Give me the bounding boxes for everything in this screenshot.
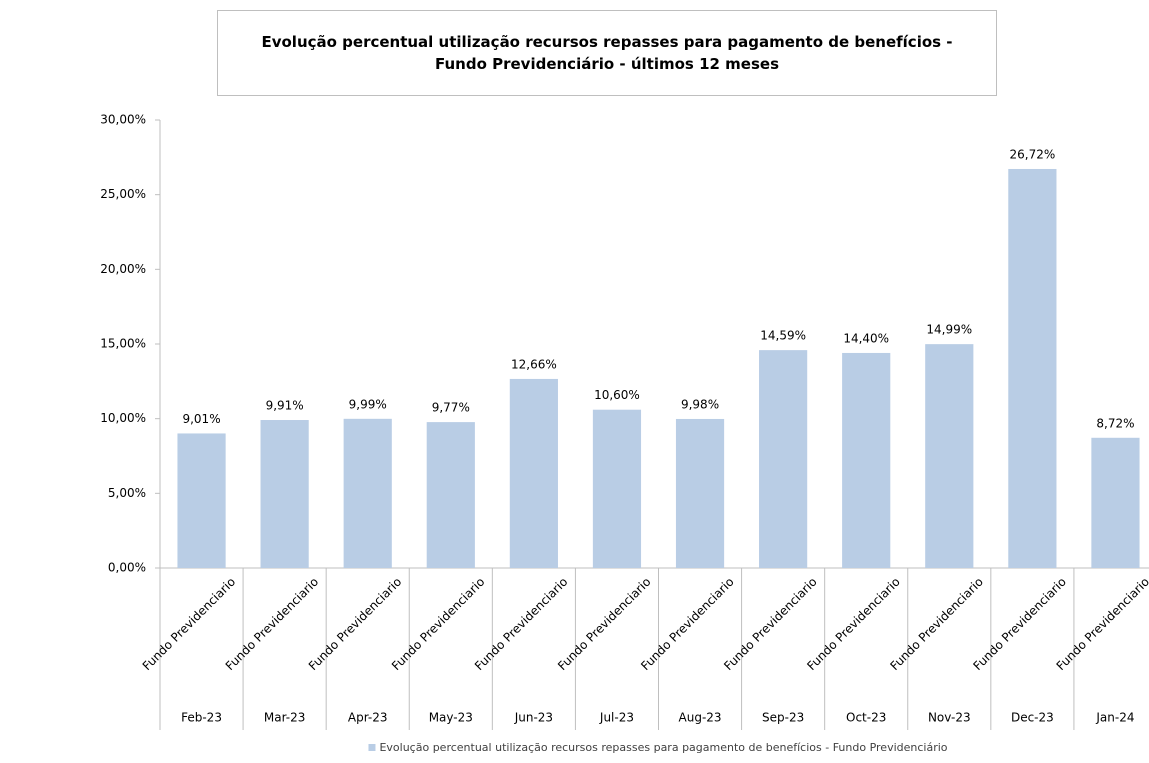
data-label: 9,99%	[349, 397, 387, 411]
x-subcategory-label: Fundo Previdenciario	[555, 575, 653, 673]
data-label: 12,66%	[511, 357, 557, 371]
x-tick-label: Jun-23	[514, 711, 553, 725]
legend-label: Evolução percentual utilização recursos …	[379, 741, 947, 754]
x-tick-label: Sep-23	[762, 711, 804, 725]
x-subcategory-label: Fundo Previdenciario	[306, 575, 404, 673]
x-subcategory-label: Fundo Previdenciario	[887, 575, 985, 673]
x-tick-label: Jan-24	[1095, 711, 1134, 725]
bar	[842, 352, 891, 568]
data-label: 14,59%	[760, 329, 806, 343]
data-label: 26,72%	[1009, 147, 1055, 161]
y-tick-label: 0,00%	[108, 561, 146, 575]
legend-swatch	[368, 744, 376, 751]
x-tick-label: Aug-23	[679, 711, 722, 725]
x-subcategory-label: Fundo Previdenciario	[638, 575, 736, 673]
bar	[177, 433, 226, 568]
data-label: 14,40%	[843, 331, 889, 345]
data-label: 14,99%	[926, 323, 972, 337]
y-tick-label: 15,00%	[100, 337, 146, 351]
y-tick-label: 10,00%	[100, 411, 146, 425]
x-subcategory-label: Fundo Previdenciario	[971, 575, 1069, 673]
y-tick-label: 25,00%	[100, 187, 146, 201]
data-label: 9,91%	[266, 399, 304, 413]
x-subcategory-label: Fundo Previdenciario	[804, 575, 902, 673]
y-tick-label: 30,00%	[100, 113, 146, 127]
bar	[1008, 168, 1057, 569]
x-tick-label: Dec-23	[1011, 711, 1054, 725]
bar	[925, 344, 974, 568]
x-tick-label: May-23	[429, 711, 473, 725]
data-label: 9,01%	[182, 412, 220, 426]
x-tick-label: Oct-23	[846, 711, 886, 725]
x-subcategory-label: Fundo Previdenciario	[140, 575, 238, 673]
x-subcategory-label: Fundo Previdenciario	[223, 575, 321, 673]
x-subcategory-label: Fundo Previdenciario	[472, 575, 570, 673]
bar	[426, 422, 475, 568]
x-subcategory-label: Fundo Previdenciario	[1054, 575, 1149, 673]
chart-title: Evolução percentual utilização recursos …	[217, 10, 997, 96]
data-label: 8,72%	[1096, 416, 1134, 430]
bar	[1091, 437, 1140, 568]
x-tick-label: Apr-23	[348, 711, 388, 725]
data-label: 10,60%	[594, 388, 640, 402]
x-tick-label: Feb-23	[181, 711, 222, 725]
x-subcategory-label: Fundo Previdenciario	[389, 575, 487, 673]
x-tick-label: Jul-23	[599, 711, 634, 725]
data-label: 9,98%	[681, 397, 719, 411]
bar	[509, 378, 558, 568]
bar	[260, 420, 309, 568]
x-tick-label: Nov-23	[928, 711, 971, 725]
bar	[592, 409, 642, 568]
y-tick-label: 5,00%	[108, 486, 146, 500]
bar	[675, 418, 725, 568]
x-tick-label: Mar-23	[264, 711, 305, 725]
y-tick-label: 20,00%	[100, 262, 146, 276]
data-label: 9,77%	[432, 401, 470, 415]
x-subcategory-label: Fundo Previdenciario	[721, 575, 819, 673]
bar	[759, 350, 808, 568]
bar	[343, 418, 392, 568]
